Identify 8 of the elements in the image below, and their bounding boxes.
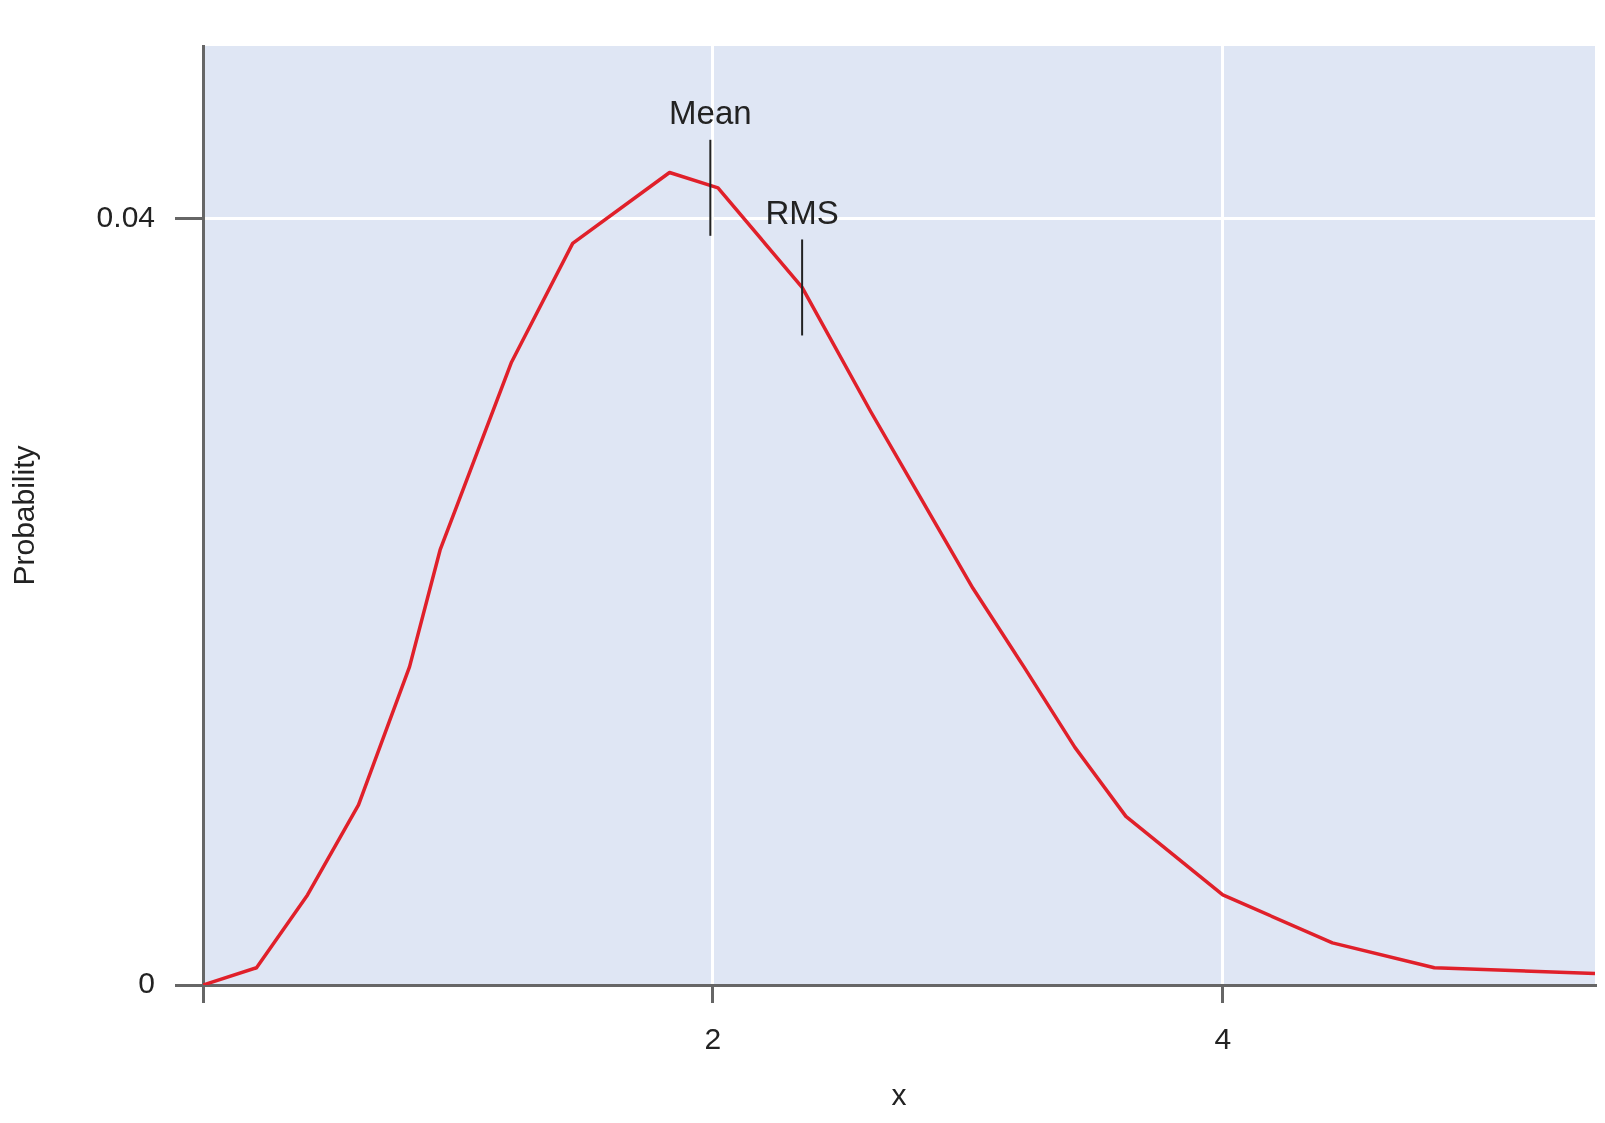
x-tick-label: 4	[1214, 1022, 1232, 1056]
y-axis-title: Probability	[7, 445, 41, 586]
x-tick-label: 2	[704, 1022, 722, 1056]
y-tick-label: 0	[138, 966, 155, 1000]
annotation: RMS	[765, 194, 839, 232]
x-axis-title: x	[891, 1078, 907, 1112]
annotation: Mean	[669, 94, 752, 132]
y-tick-label: 0.04	[96, 199, 155, 233]
